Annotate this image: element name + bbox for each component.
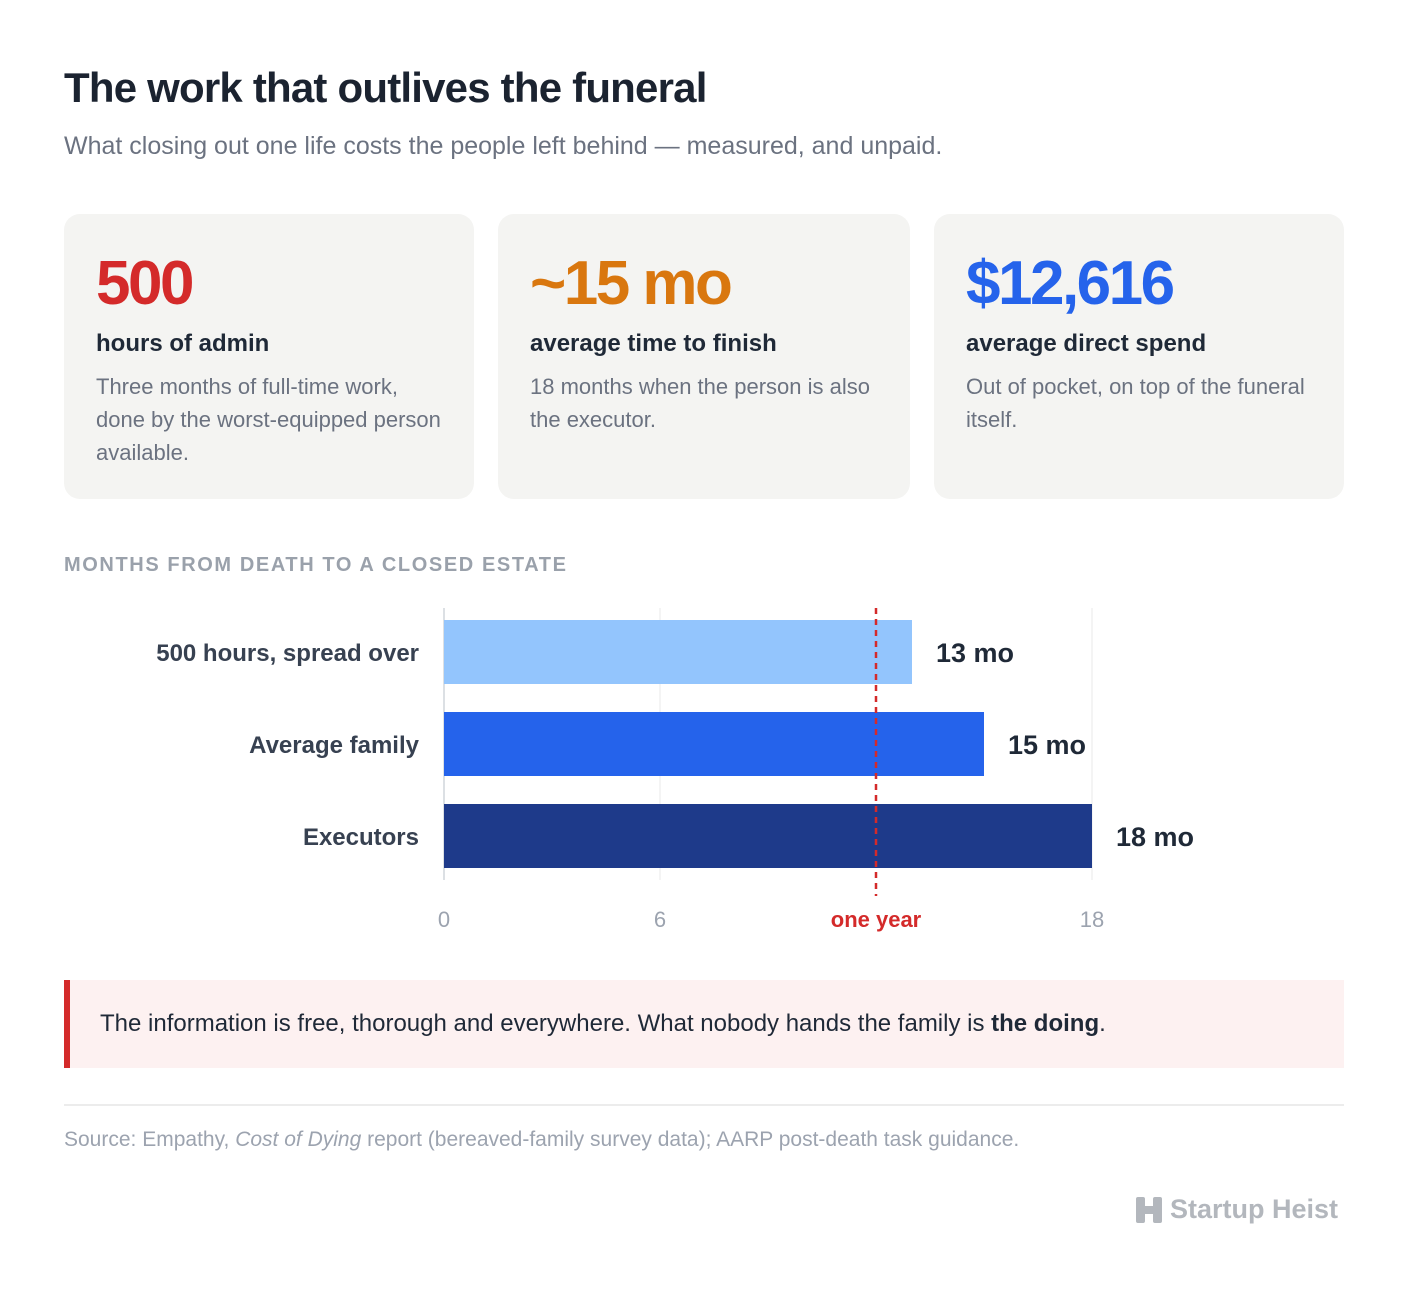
chart-title: MONTHS FROM DEATH TO A CLOSED ESTATE	[64, 554, 568, 576]
tick-label: one year	[831, 907, 922, 932]
divider	[64, 1104, 1344, 1106]
stat-description: Three months of full-time work, done by …	[96, 374, 441, 465]
bar	[444, 620, 912, 684]
startup-heist-logo-icon	[1135, 1196, 1162, 1223]
page-subtitle: What closing out one life costs the peop…	[64, 132, 943, 160]
callout-text: The information is free, thorough and ev…	[100, 1010, 1106, 1038]
callout-body: The information is free, thorough and ev…	[100, 1010, 992, 1037]
stat-value: $12,616	[966, 249, 1175, 318]
value-label: 18 mo	[1116, 822, 1194, 852]
source-report-title: Cost of Dying	[235, 1128, 362, 1151]
brand-name: Startup Heist	[1169, 1194, 1338, 1224]
stat-card-time: ~15 mo average time to finish 18 months …	[498, 214, 910, 499]
stat-card-spend: $12,616 average direct spend Out of pock…	[934, 214, 1344, 499]
stat-card-hours: 500 hours of admin Three months of full-…	[64, 214, 474, 499]
category-label: Executors	[303, 824, 419, 851]
bar-chart: 500 hours, spread over 13 mo Average famil…	[156, 608, 1194, 932]
brand-logo: Startup Heist	[1135, 1194, 1338, 1225]
tick-label: 18	[1080, 907, 1104, 932]
value-label: 13 mo	[936, 638, 1014, 668]
stat-value: ~15 mo	[530, 249, 733, 318]
callout-emphasis: the doing	[991, 1010, 1100, 1037]
category-label: Average family	[249, 732, 420, 759]
source-note: Source: Empathy, Cost of Dying report (b…	[64, 1128, 1019, 1152]
stat-description: Out of pocket, on top of the funeral its…	[966, 374, 1305, 432]
stat-label: hours of admin	[96, 330, 270, 357]
stat-description: 18 months when the person is also the ex…	[530, 374, 870, 432]
source-prefix: Source: Empathy,	[64, 1128, 236, 1151]
tick-label: 0	[438, 907, 450, 932]
tick-label: 6	[654, 907, 666, 932]
bar	[444, 712, 984, 776]
callout: The information is free, thorough and ev…	[64, 980, 1344, 1068]
source-suffix: report (bereaved-family survey data); AA…	[361, 1128, 1020, 1151]
stat-value: 500	[96, 249, 194, 318]
callout-end: .	[1099, 1010, 1106, 1037]
stat-label: average time to finish	[530, 330, 777, 357]
page-title: The work that outlives the funeral	[64, 64, 707, 111]
category-label: 500 hours, spread over	[156, 640, 419, 667]
value-label: 15 mo	[1008, 730, 1086, 760]
stat-label: average direct spend	[966, 330, 1207, 357]
bar	[444, 804, 1092, 868]
